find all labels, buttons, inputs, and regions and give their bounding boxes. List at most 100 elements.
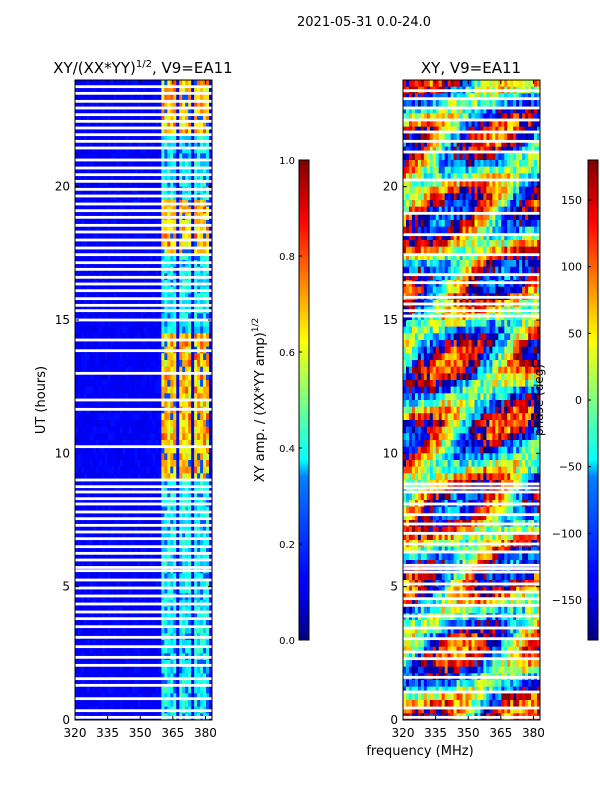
heatmap-cell — [152, 166, 157, 174]
heatmap-cell — [101, 146, 106, 154]
heatmap-cell — [104, 326, 109, 334]
heatmap-cell — [77, 126, 82, 134]
heatmap-cell — [104, 586, 109, 594]
heatmap-cell — [89, 453, 94, 461]
heatmap-cell — [209, 426, 212, 434]
heatmap-cell — [101, 613, 106, 621]
heatmap-cell — [447, 93, 452, 101]
heatmap-cell — [131, 613, 136, 621]
heatmap-cell — [188, 160, 192, 168]
heatmap-cell — [170, 300, 174, 308]
heatmap-cell — [116, 333, 121, 341]
heatmap-cell — [140, 253, 145, 261]
flagged-row — [75, 215, 212, 219]
heatmap-cell — [444, 113, 449, 121]
heatmap-cell — [146, 626, 151, 634]
flagged-row — [75, 586, 212, 590]
heatmap-cell — [203, 686, 207, 694]
heatmap-cell — [423, 93, 428, 101]
heatmap-cell — [101, 626, 106, 634]
heatmap-cell — [185, 220, 189, 228]
heatmap-cell — [170, 326, 174, 334]
heatmap-cell — [98, 693, 103, 701]
heatmap-cell — [179, 373, 183, 381]
heatmap-cell — [155, 80, 159, 88]
heatmap-cell — [209, 453, 212, 461]
heatmap-cell — [122, 420, 127, 428]
heatmap-cell — [185, 300, 189, 308]
heatmap-cell — [116, 626, 121, 634]
heatmap-cell — [149, 580, 154, 588]
heatmap-cell — [98, 160, 103, 168]
heatmap-cell — [98, 333, 103, 341]
heatmap-cell — [161, 380, 165, 388]
heatmap-cell — [188, 660, 192, 668]
heatmap-cell — [191, 700, 195, 708]
heatmap-cell — [182, 540, 186, 548]
flagged-row — [75, 146, 212, 150]
heatmap-cell — [182, 533, 186, 541]
heatmap-cell — [510, 140, 514, 148]
heatmap-cell — [137, 493, 142, 501]
heatmap-cell — [176, 606, 180, 614]
heatmap-cell — [137, 660, 142, 668]
heatmap-cell — [158, 533, 162, 541]
heatmap-cell — [107, 506, 112, 514]
heatmap-cell — [107, 493, 112, 501]
heatmap-cell — [107, 613, 112, 621]
heatmap-cell — [149, 226, 154, 234]
heatmap-cell — [116, 700, 121, 708]
heatmap-cell — [155, 686, 159, 694]
flagged-row — [75, 106, 212, 110]
heatmap-cell — [125, 486, 130, 494]
heatmap-cell — [113, 140, 118, 148]
heatmap-cell — [140, 526, 145, 534]
heatmap-cell — [182, 460, 186, 468]
heatmap-cell — [170, 520, 174, 528]
heatmap-cell — [167, 626, 171, 634]
heatmap-cell — [89, 506, 94, 514]
heatmap-cell — [101, 573, 106, 581]
heatmap-cell — [98, 173, 103, 181]
heatmap-cell — [185, 146, 189, 154]
heatmap-cell — [116, 673, 121, 681]
heatmap-cell — [206, 366, 210, 374]
heatmap-cell — [75, 226, 79, 234]
heatmap-cell — [110, 353, 115, 361]
heatmap-cell — [164, 466, 168, 474]
heatmap-cell — [107, 153, 112, 161]
heatmap-cell — [107, 133, 112, 141]
heatmap-cell — [155, 293, 159, 301]
heatmap-cell — [107, 86, 112, 94]
y-tick-label: 5 — [62, 580, 70, 594]
heatmap-cell — [86, 133, 91, 141]
heatmap-cell — [86, 366, 91, 374]
heatmap-cell — [77, 313, 82, 321]
heatmap-cell — [176, 253, 180, 261]
heatmap-cell — [167, 613, 171, 621]
heatmap-cell — [75, 640, 79, 648]
heatmap-cell — [113, 686, 118, 694]
heatmap-cell — [77, 80, 82, 88]
heatmap-cell — [197, 240, 201, 248]
heatmap-cell — [158, 326, 162, 334]
heatmap-cell — [149, 166, 154, 174]
heatmap-cell — [206, 126, 210, 134]
heatmap-cell — [143, 613, 148, 621]
heatmap-cell — [83, 86, 88, 94]
heatmap-cell — [140, 626, 145, 634]
heatmap-cell — [158, 546, 162, 554]
heatmap-cell — [182, 133, 186, 141]
heatmap-cell — [95, 673, 100, 681]
heatmap-cell — [98, 546, 103, 554]
heatmap-cell — [209, 393, 212, 401]
heatmap-cell — [143, 233, 148, 241]
heatmap-cell — [194, 533, 198, 541]
heatmap-cell — [429, 133, 434, 141]
heatmap-cell — [155, 433, 159, 441]
heatmap-cell — [155, 180, 159, 188]
amplitude-colorbar-label: XY amp. / (XX*YY amp)1/2 — [251, 318, 268, 482]
heatmap-cell — [206, 233, 210, 241]
heatmap-cell — [173, 580, 177, 588]
heatmap-cell — [80, 353, 85, 361]
